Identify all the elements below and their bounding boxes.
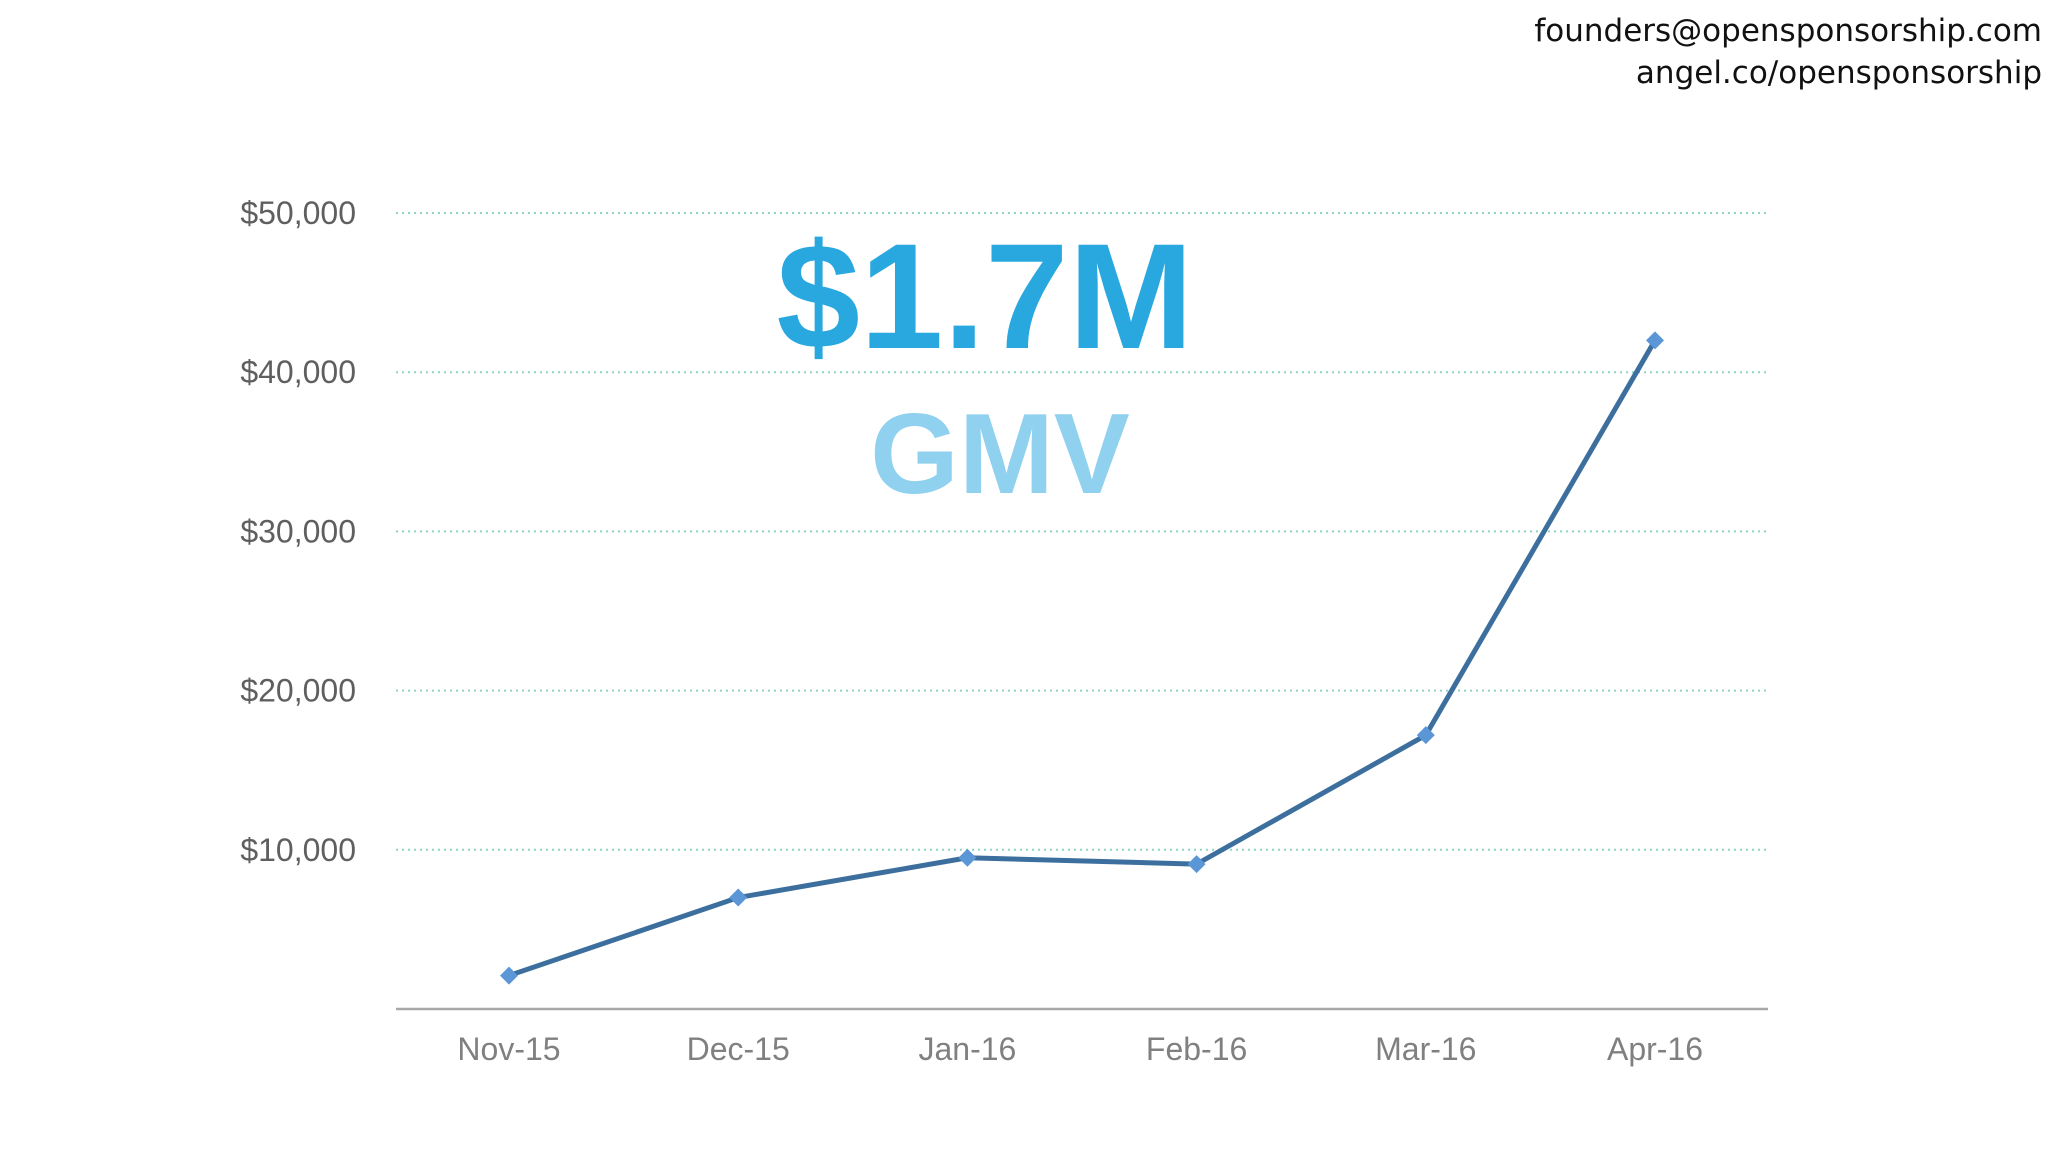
data-point <box>958 848 977 867</box>
x-tick-label: Nov-15 <box>457 1031 560 1067</box>
x-tick-label: Apr-16 <box>1607 1031 1703 1067</box>
y-tick-label: $10,000 <box>240 832 356 868</box>
x-tick-label: Feb-16 <box>1146 1031 1247 1067</box>
contact-angel-link: angel.co/opensponsorship <box>1635 55 2042 91</box>
series-gmv <box>500 331 1664 985</box>
y-tick-label: $50,000 <box>240 195 356 231</box>
headline-value: $1.7M <box>777 212 1194 380</box>
x-tick-label: Jan-16 <box>918 1031 1016 1067</box>
contact-info: founders@opensponsorship.com angel.co/op… <box>1534 10 2042 94</box>
grid-lines <box>396 212 1768 851</box>
headline-label: GMV <box>870 391 1130 518</box>
data-point <box>1416 726 1435 745</box>
x-axis-tick-labels: Nov-15 Dec-15 Jan-16 Feb-16 Mar-16 Apr-16 <box>457 1031 1703 1067</box>
y-tick-label: $40,000 <box>240 354 356 390</box>
data-point <box>729 888 748 907</box>
contact-email: founders@opensponsorship.com <box>1534 13 2042 49</box>
x-tick-label: Mar-16 <box>1375 1031 1476 1067</box>
series-line <box>506 337 1658 979</box>
data-point <box>1187 855 1206 874</box>
y-tick-label: $30,000 <box>240 513 356 549</box>
data-point <box>500 966 518 985</box>
x-tick-label: Dec-15 <box>687 1031 790 1067</box>
data-point <box>1646 331 1664 350</box>
y-tick-label: $20,000 <box>240 673 356 709</box>
y-axis-tick-labels: $10,000 $20,000 $30,000 $40,000 $50,000 <box>240 195 356 868</box>
